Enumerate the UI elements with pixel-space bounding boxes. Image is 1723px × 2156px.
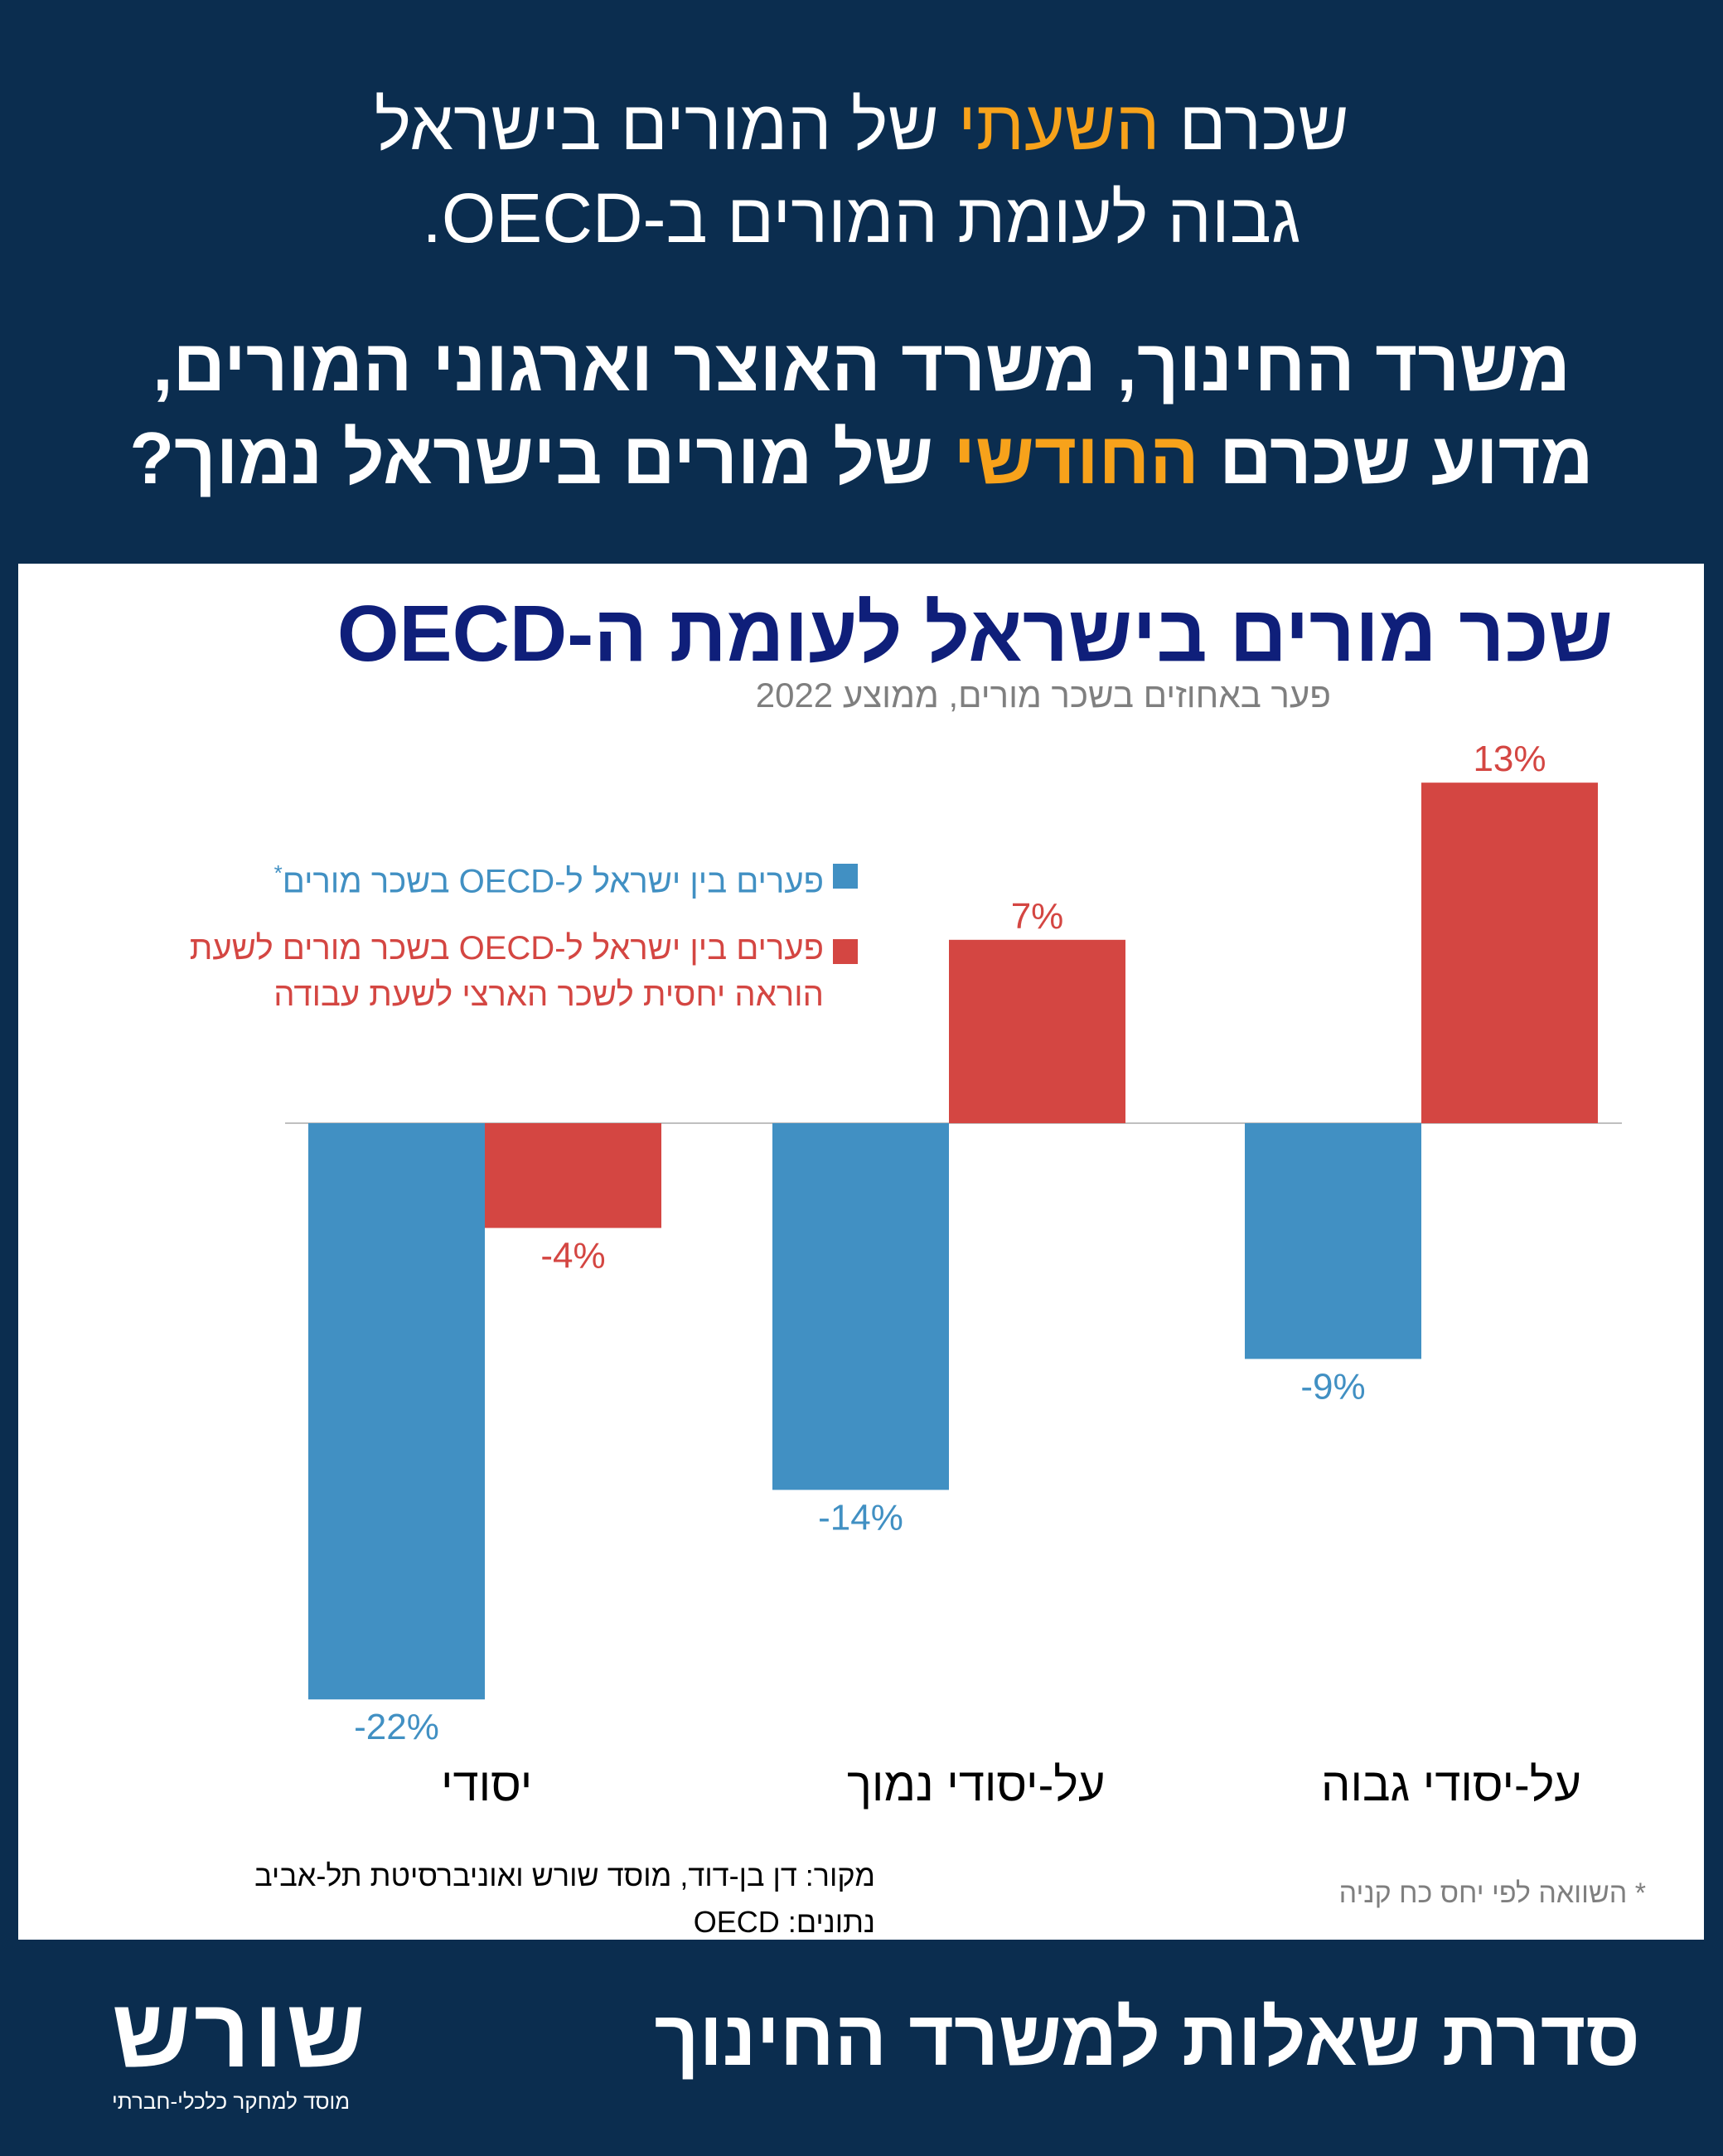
- bar-series-1-category-2: [772, 1123, 949, 1490]
- data-label-series-2-category-1: -4%: [540, 1235, 605, 1276]
- chart-panel: שכר מורים בישראל לעומת ה-OECD פער באחוזי…: [18, 564, 1704, 1940]
- legend-label-blue: פערים בין ישראל ל-OECD בשכר מורים: [282, 863, 824, 900]
- data-label-series-2-category-2: 7%: [1011, 896, 1064, 937]
- bar-series-1-category-3: [1245, 1123, 1421, 1359]
- data-label-series-2-category-3: 13%: [1473, 739, 1546, 779]
- category-label-upper-secondary: על-יסודי גבוה: [1321, 1758, 1581, 1810]
- header-line-4-pre: מדוע שכרם: [1198, 417, 1594, 499]
- logo-subtitle: מוסד למחקר כלכלי-חברתי: [112, 2089, 351, 2114]
- legend-item-red: פערים בין ישראל ל-OECD בשכר מורים לשעת ה…: [190, 925, 824, 1018]
- header-line-2: גבוה לעומת המורים ב-OECD.: [422, 179, 1301, 257]
- chart-title: שכר מורים בישראל לעומת ה-OECD: [336, 589, 1613, 678]
- header-line-4-post: של מורים בישראל נמוך?: [129, 417, 954, 499]
- bar-series-2-category-2: [949, 939, 1125, 1123]
- header-statement: שכרם השעתי של המורים בישראל גבוה לעומת ה…: [0, 79, 1723, 264]
- legend-swatch-red: [833, 939, 858, 964]
- header-line-1-post: של המורים בישראל: [374, 86, 958, 164]
- bar-series-2-category-3: [1421, 782, 1598, 1123]
- header-line-3: משרד החינוך, משרד האוצר וארגוני המורים,: [152, 324, 1571, 406]
- footnote: * השוואה לפי יחס כח קניה: [1338, 1877, 1646, 1909]
- source-line-2: נתונים: OECD: [693, 1905, 875, 1939]
- legend-label-red-line-1: פערים בין ישראל ל-OECD בשכר מורים לשעת: [189, 930, 824, 967]
- bar-chart: -22% -14% -9% -4% 7% 13%: [285, 739, 1622, 1747]
- logo: שורש: [112, 1979, 369, 2088]
- legend-asterisk: *: [273, 860, 283, 885]
- legend-swatch-blue: [833, 864, 858, 889]
- header-question: משרד החינוך, משרד האוצר וארגוני המורים, …: [0, 319, 1723, 505]
- header-highlight-monthly: החודשי: [953, 417, 1199, 499]
- category-label-primary: יסודי: [441, 1758, 533, 1810]
- legend-label-red-line-2: הוראה יחסית לשכר הארצי לשעת עבודה: [273, 976, 824, 1013]
- legend-item-blue: פערים בין ישראל ל-OECD בשכר מורים*: [274, 850, 824, 904]
- data-label-series-1-category-2: -14%: [818, 1497, 903, 1538]
- header: שכרם השעתי של המורים בישראל גבוה לעומת ה…: [0, 0, 1723, 564]
- source-note: מקור: דן בן-דוד, מוסד שורש ואוניברסיטת ת…: [254, 1853, 875, 1945]
- header-highlight-hourly: השעתי: [958, 86, 1160, 164]
- footer-series-title: סדרת שאלות למשרד החינוך: [654, 1994, 1640, 2081]
- header-line-1: שכרם השעתי של המורים בישראל: [0, 79, 1723, 172]
- data-label-series-1-category-1: -22%: [354, 1707, 439, 1747]
- source-line-1: מקור: דן בן-דוד, מוסד שורש ואוניברסיטת ת…: [254, 1858, 875, 1892]
- header-line-1-pre: שכרם: [1159, 86, 1349, 164]
- header-line-4: מדוע שכרם החודשי של מורים בישראל נמוך?: [0, 412, 1723, 505]
- category-label-lower-secondary: על-יסודי נמוך: [847, 1758, 1106, 1810]
- bar-series-1-category-1: [308, 1123, 485, 1700]
- chart-subtitle: פער באחוזים בשכר מורים, ממוצע 2022: [755, 676, 1331, 715]
- bar-series-2-category-1: [485, 1123, 661, 1228]
- data-label-series-1-category-3: -9%: [1300, 1366, 1365, 1407]
